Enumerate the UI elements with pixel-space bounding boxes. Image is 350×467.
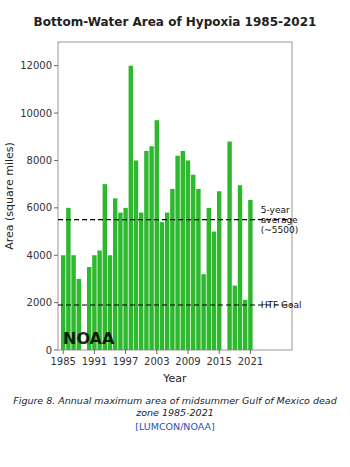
plot-frame [58,42,292,350]
y-tick-label: 0 [46,345,52,356]
x-tick [63,350,64,354]
y-tick [54,65,58,66]
bar [201,274,205,350]
y-tick [54,255,58,256]
x-tick [156,350,157,354]
x-tick [188,350,189,354]
y-tick [54,207,58,208]
source: [LUMCON/NOAA] [135,421,214,432]
x-tick [250,350,251,354]
chart: Bottom-Water Area of Hypoxia 1985-2021 0 2… [0,0,350,467]
bar [191,175,195,350]
y-tick-label: 8000 [27,155,52,166]
bar [118,213,122,350]
bar [149,146,153,350]
bar [155,120,159,350]
y-tick [54,302,58,303]
bar [103,184,107,350]
caption: Figure 8. Annual maximum area of midsumm… [13,395,337,418]
x-tick [219,350,220,354]
x-tick-label: 2003 [144,356,169,367]
bar [227,142,231,350]
y-axis-label: Area (square miles) [3,142,16,250]
y-tick-label: 6000 [27,202,52,213]
bar [134,160,138,350]
y-tick-label: 2000 [27,297,52,308]
reference-line [58,219,292,220]
watermark: NOAA [63,329,115,348]
y-tick [54,350,58,351]
bar [238,185,242,350]
bar [123,208,127,350]
bar [144,151,148,350]
x-tick-label: 1997 [113,356,138,367]
reference-line-label: 5-yearaverage(~5500) [261,205,298,235]
y-tick-label: 12000 [20,60,52,71]
x-tick-label: 2015 [206,356,231,367]
title: Bottom-Water Area of Hypoxia 1985-2021 [34,15,317,29]
bar [217,191,221,350]
x-tick-label: 1985 [50,356,75,367]
x-tick [94,350,95,354]
bar [160,222,164,350]
x-tick-label: 2021 [238,356,263,367]
y-tick-label: 10000 [20,108,52,119]
reference-line [58,304,292,305]
x-tick [125,350,126,354]
y-tick [54,160,58,161]
bar [186,160,190,350]
bar [196,189,200,350]
bar [243,300,247,350]
bar [181,151,185,350]
x-axis-label: Year [162,372,187,385]
bar [113,198,117,350]
bar [165,213,169,350]
bar [207,208,211,350]
bar [175,156,179,350]
bar [170,189,174,350]
x-tick-label: 1991 [82,356,107,367]
bar [129,66,133,350]
plot-area [58,66,292,350]
bar [248,200,252,350]
bar [233,286,237,350]
y-tick-label: 4000 [27,250,52,261]
x-tick-label: 2009 [175,356,200,367]
bar [212,232,216,350]
y-tick [54,113,58,114]
reference-line-label: HTF Goal [261,300,302,310]
bar [139,213,143,350]
